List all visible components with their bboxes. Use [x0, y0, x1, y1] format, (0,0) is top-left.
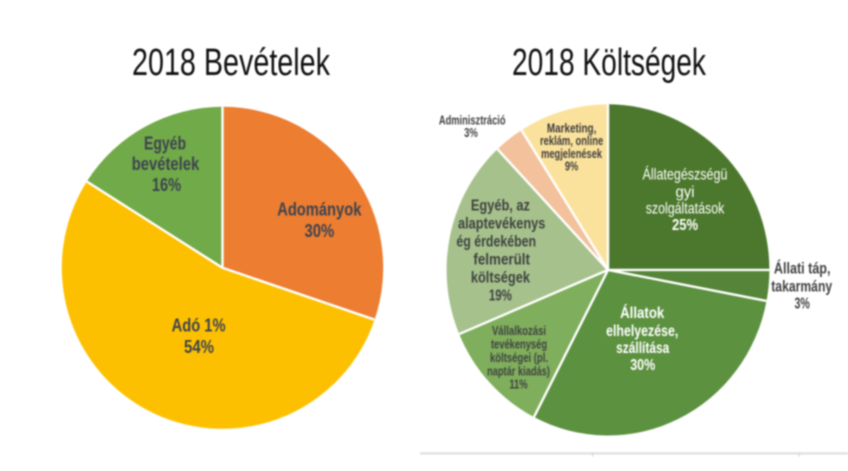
svg-text:16%: 16% — [152, 175, 181, 195]
svg-text:Adó 1%: Adó 1% — [172, 316, 226, 336]
svg-text:felmerült: felmerült — [473, 251, 530, 268]
svg-text:19%: 19% — [489, 287, 512, 304]
svg-text:költségei (pl.: költségei (pl. — [490, 351, 548, 365]
svg-text:3%: 3% — [795, 296, 810, 313]
svg-text:25%: 25% — [672, 217, 698, 234]
svg-text:Marketing,: Marketing, — [547, 122, 597, 136]
svg-text:Állatok: Állatok — [620, 303, 664, 322]
svg-text:Egyéb, az: Egyéb, az — [471, 197, 530, 214]
svg-text:54%: 54% — [184, 337, 214, 357]
svg-text:Állategészségü: Állategészségü — [643, 164, 728, 183]
svg-text:9%: 9% — [565, 160, 579, 174]
svg-text:bevételek: bevételek — [132, 154, 200, 174]
svg-text:Állati táp,: Állati táp, — [774, 258, 831, 277]
svg-text:költségek: költségek — [471, 269, 530, 286]
svg-text:tevékenység: tevékenység — [491, 338, 547, 352]
svg-text:megjelenések: megjelenések — [541, 147, 602, 161]
svg-text:elhelyezése,: elhelyezése, — [606, 323, 678, 340]
svg-text:Adományok: Adományok — [277, 200, 362, 220]
svg-text:Vállalkozási: Vállalkozási — [492, 324, 546, 338]
svg-text:takarmány: takarmány — [771, 279, 832, 296]
svg-text:11%: 11% — [509, 377, 527, 391]
svg-text:alaptevékenys: alaptevékenys — [458, 215, 545, 232]
svg-text:2018 Bevételek: 2018 Bevételek — [132, 42, 331, 84]
svg-text:2018 Költségek: 2018 Költségek — [512, 42, 707, 84]
svg-text:30%: 30% — [630, 357, 655, 374]
svg-text:Egyéb: Egyéb — [144, 134, 186, 154]
svg-text:ég érdekében: ég érdekében — [456, 233, 536, 250]
svg-text:gyi: gyi — [675, 184, 694, 201]
svg-text:30%: 30% — [304, 221, 334, 241]
svg-text:reklám, online: reklám, online — [540, 134, 603, 148]
svg-text:3%: 3% — [464, 126, 478, 140]
svg-text:Adminisztráció: Adminisztráció — [439, 114, 506, 128]
svg-text:naptár kiadás): naptár kiadás) — [487, 365, 550, 379]
svg-text:szállítása: szállítása — [616, 340, 669, 357]
svg-text:szolgáltatások: szolgáltatások — [646, 200, 725, 217]
